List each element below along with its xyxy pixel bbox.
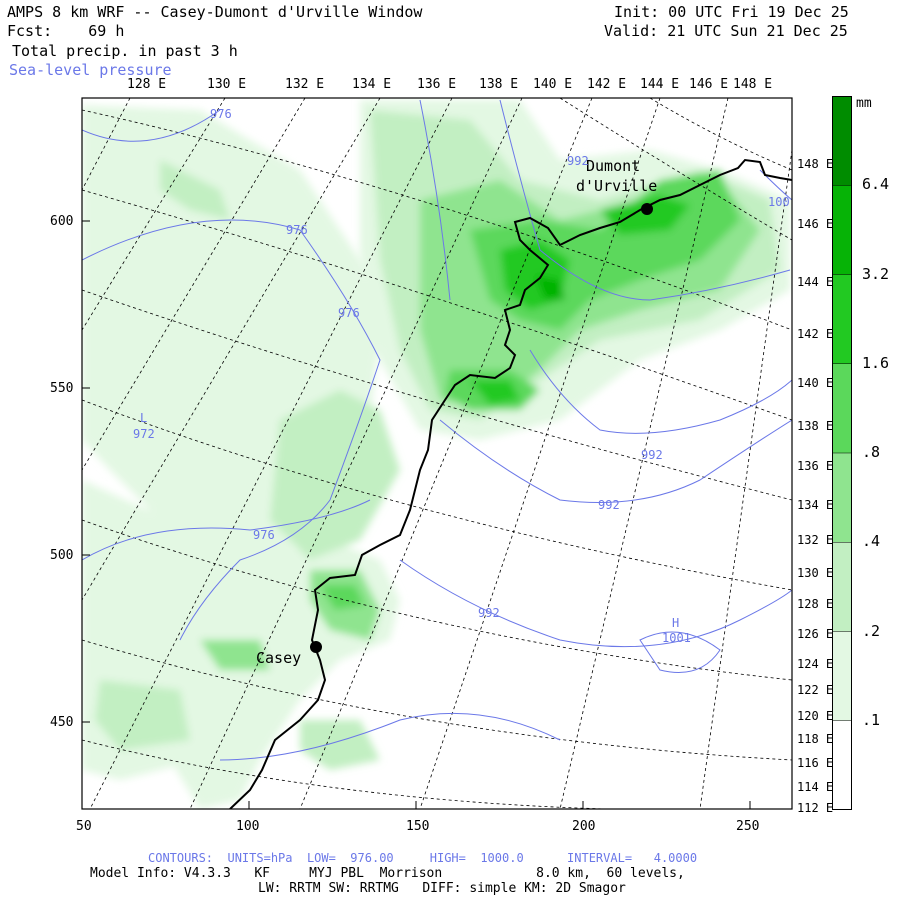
colorbar-segment [832,185,852,275]
field-description: Total precip. in past 3 h [12,42,238,60]
colorbar-level-label: 3.2 [862,264,890,283]
top-longitude-label: 134 E [352,77,392,92]
forecast-hour: Fcst: 69 h [7,22,125,40]
right-longitude-label: 138 E [797,419,834,433]
graticule [82,98,792,809]
high-center-letter: H [672,616,680,630]
left-axis-label: 550 [50,381,74,396]
top-longitude-label: 148 E [733,77,773,92]
high-center-value: 1001 [662,631,691,645]
colorbar-level-label: .4 [862,532,881,551]
right-longitude-label: 144 E [797,275,834,289]
bottom-axis-label: 250 [736,819,760,834]
low-center-value: 972 [133,427,155,441]
right-longitude-label: 114 E [797,780,834,794]
right-longitude-label: 124 E [797,657,834,671]
chart-title: AMPS 8 km WRF -- Casey-Dumont d'Urville … [7,3,423,21]
casey-station-marker [310,641,322,653]
top-longitude-label: 136 E [417,77,457,92]
precip-shading [82,100,790,809]
bottom-axis-label: 150 [406,819,430,834]
colorbar-segment [832,453,852,543]
right-longitude-label: 142 E [797,327,834,341]
colorbar-segment [832,96,852,186]
pressure-label: 100 [768,195,790,209]
top-longitude-label: 142 E [587,77,627,92]
bottom-axis-label: 50 [76,819,92,834]
plot-frame [81,97,793,810]
right-longitude-label: 112 E [797,801,834,815]
right-longitude-label: 118 E [797,732,834,746]
pressure-contours [82,99,792,761]
pressure-label: 976 [338,306,360,320]
casey-label: Casey [256,649,302,667]
right-longitude-label: 130 E [797,566,834,580]
colorbar-level-label: .8 [862,443,881,461]
top-longitude-label: 144 E [640,77,680,92]
top-longitude-label: 128 E [127,77,167,92]
pressure-label: 976 [286,223,308,237]
physics-info: LW: RRTM SW: RRTMG DIFF: simple KM: 2D S… [258,881,626,896]
right-longitude-label: 128 E [797,597,834,611]
coastline [229,158,792,809]
valid-time: Valid: 21 UTC Sun 21 Dec 25 [604,22,848,40]
left-axis-label: 500 [50,548,74,563]
right-longitude-label: 148 E [797,157,834,171]
contour-info: CONTOURS: UNITS=hPa LOW= 976.00 HIGH= 10… [148,851,698,865]
colorbar-level-label: .1 [862,710,881,729]
low-center-letter: L [140,411,148,425]
colorbar [832,96,852,810]
pressure-label: 992 [641,448,663,462]
top-longitude-label: 138 E [479,77,519,92]
pressure-label: 976 [253,528,275,542]
init-time: Init: 00 UTC Fri 19 Dec 25 [614,3,849,21]
colorbar-units: mm [856,96,872,111]
pressure-label: 992 [598,498,620,512]
colorbar-segment [832,631,852,721]
top-longitude-label: 140 E [533,77,573,92]
top-longitude-label: 130 E [207,77,247,92]
colorbar-level-label: 1.6 [862,353,890,372]
colorbar-level-label: 6.4 [862,175,890,194]
top-longitude-label: 146 E [689,77,729,92]
dumont-label: Dumont [586,157,641,175]
colorbar-segment [832,363,852,453]
top-longitude-label: 132 E [285,77,325,92]
dumont-durville-station-marker [641,203,653,215]
bottom-axis-label: 200 [572,819,596,834]
right-longitude-label: 136 E [797,459,834,473]
model-info: Model Info: V4.3.3 KF MYJ PBL Morrison 8… [90,866,685,881]
right-longitude-label: 120 E [797,709,834,723]
left-axis-label: 600 [50,214,74,229]
bottom-axis-label: 100 [236,819,260,834]
colorbar-segment [832,274,852,364]
right-longitude-label: 134 E [797,498,834,512]
right-longitude-label: 146 E [797,217,834,231]
right-longitude-label: 116 E [797,756,834,770]
colorbar-segment [832,542,852,632]
right-longitude-label: 140 E [797,376,834,390]
right-longitude-label: 132 E [797,533,834,547]
left-axis-label: 450 [50,715,74,730]
pressure-label: 976 [210,107,232,121]
durville-label: d'Urville [576,177,658,195]
overlay-description: Sea-level pressure [9,61,172,79]
colorbar-level-label: .2 [862,621,881,640]
right-longitude-label: 126 E [797,627,834,641]
right-longitude-label: 122 E [797,683,834,697]
axis-ticks [82,220,751,809]
colorbar-segment [832,720,852,810]
pressure-label: 992 [478,606,500,620]
pressure-label: 992 [567,154,589,168]
